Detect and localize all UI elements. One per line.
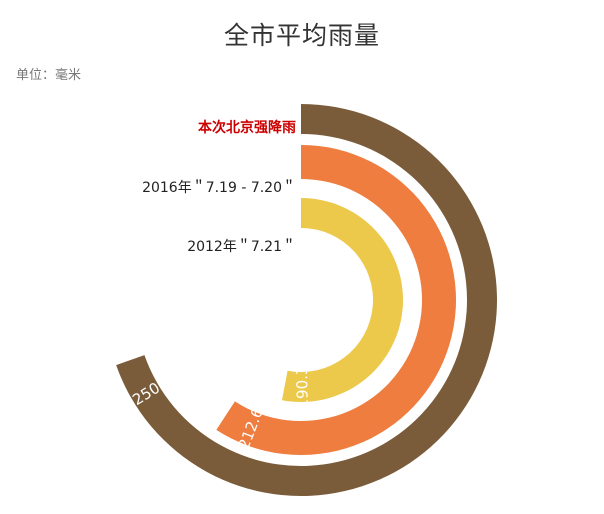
arc-series-2 [216,145,457,456]
arc-series-3 [281,198,403,402]
unit-label: 单位：毫米 [16,68,82,83]
chart-title: 全市平均雨量 [223,21,380,50]
series-name-label-2: 2016年＂7.19 - 7.20＂ [142,180,296,196]
value-label-series-3: 190.3 [293,365,312,408]
series-name-label-3: 2012年＂7.21＂ [187,239,296,255]
series-name-label-1: 本次北京强降雨 [198,119,296,136]
